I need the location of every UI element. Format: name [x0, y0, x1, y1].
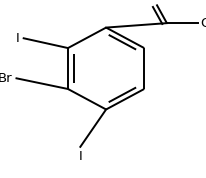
Text: O: O: [151, 0, 162, 1]
Text: I: I: [16, 32, 20, 45]
Text: I: I: [78, 150, 82, 163]
Text: Br: Br: [0, 72, 12, 85]
Text: OH: OH: [200, 17, 206, 30]
